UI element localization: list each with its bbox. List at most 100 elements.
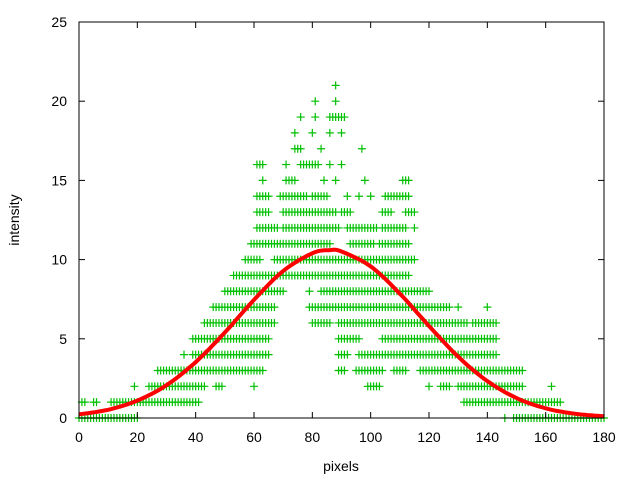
- data-point: [492, 334, 501, 343]
- x-tick-label: 180: [592, 429, 616, 445]
- data-point: [325, 239, 334, 248]
- data-point: [410, 255, 419, 264]
- data-point: [404, 239, 413, 248]
- x-tick-labels: 0 20 40 60 80 100 120 140 160 180: [75, 429, 616, 445]
- fit-curve: [78, 247, 605, 419]
- data-point: [270, 303, 279, 312]
- data-point: [325, 160, 334, 169]
- y-tick-label: 5: [59, 331, 67, 347]
- data-point: [518, 366, 527, 375]
- data-point: [325, 128, 334, 137]
- data-point: [340, 113, 349, 122]
- data-point: [445, 382, 454, 391]
- data-point: [279, 287, 288, 296]
- data-point: [366, 192, 375, 201]
- data-point: [410, 223, 419, 232]
- data-point: [258, 366, 267, 375]
- x-tick-label: 140: [476, 429, 500, 445]
- data-point: [387, 208, 396, 217]
- data-point: [378, 366, 387, 375]
- data-point: [255, 255, 264, 264]
- data-point: [425, 382, 433, 391]
- data-point: [320, 176, 328, 185]
- data-point: [343, 192, 352, 201]
- data-point: [337, 160, 346, 169]
- data-point: [130, 382, 139, 391]
- data-point: [331, 176, 340, 185]
- data-point: [308, 128, 317, 137]
- y-tick-label: 10: [51, 252, 67, 268]
- data-point: [492, 350, 501, 359]
- data-point: [305, 287, 314, 296]
- data-point: [258, 176, 267, 185]
- data-point: [483, 303, 492, 312]
- data-point: [325, 318, 334, 327]
- data-point: [258, 160, 267, 169]
- y-tick-label: 25: [51, 14, 67, 30]
- data-point: [264, 334, 273, 343]
- y-tick-labels: 0 5 10 15 20 25: [51, 14, 67, 426]
- data-point: [547, 382, 556, 391]
- data-point: [518, 382, 527, 391]
- data-point: [331, 97, 340, 106]
- data-point: [331, 81, 340, 90]
- data-point: [445, 303, 454, 312]
- data-point: [556, 398, 565, 407]
- data-point: [92, 398, 101, 407]
- data-point: [401, 366, 410, 375]
- data-points: [75, 81, 608, 422]
- data-point: [296, 113, 305, 122]
- data-point: [282, 160, 291, 169]
- data-point: [180, 350, 188, 359]
- data-point: [337, 128, 346, 137]
- data-point: [314, 160, 323, 169]
- y-axis-label: intensity: [6, 194, 22, 245]
- data-point: [217, 382, 226, 391]
- data-point: [311, 97, 320, 106]
- x-tick-label: 160: [534, 429, 558, 445]
- data-point: [410, 208, 419, 217]
- data-point: [375, 382, 384, 391]
- data-point: [296, 144, 305, 153]
- x-tick-label: 100: [359, 429, 383, 445]
- x-tick-label: 60: [246, 429, 262, 445]
- data-point: [401, 223, 410, 232]
- data-point: [357, 144, 366, 153]
- x-tick-label: 40: [188, 429, 204, 445]
- axis-ticks: [78, 21, 605, 419]
- x-tick-label: 20: [130, 429, 146, 445]
- data-point: [340, 366, 349, 375]
- data-point: [264, 208, 273, 217]
- data-point: [194, 398, 203, 407]
- data-point: [80, 398, 89, 407]
- y-tick-label: 0: [59, 410, 67, 426]
- data-point: [355, 192, 363, 201]
- data-point: [264, 192, 273, 201]
- data-point: [270, 318, 279, 327]
- data-point: [264, 350, 273, 359]
- data-point: [454, 303, 463, 312]
- data-point: [360, 176, 369, 185]
- x-tick-label: 80: [305, 429, 321, 445]
- data-point: [425, 287, 433, 296]
- x-tick-label: 120: [417, 429, 441, 445]
- data-point: [322, 192, 331, 201]
- x-axis-label: pixels: [323, 458, 359, 474]
- data-point: [317, 144, 326, 153]
- data-point: [290, 176, 299, 185]
- data-point: [290, 128, 299, 137]
- data-point: [355, 334, 363, 343]
- y-tick-label: 15: [51, 172, 67, 188]
- data-point: [311, 113, 320, 122]
- data-point: [404, 176, 413, 185]
- data-point: [492, 318, 501, 327]
- y-tick-label: 20: [51, 93, 67, 109]
- plot-frame: [78, 21, 605, 419]
- data-point: [200, 382, 209, 391]
- x-tick-label: 0: [75, 429, 83, 445]
- data-point: [404, 192, 413, 201]
- data-point: [404, 271, 413, 280]
- data-point: [334, 223, 343, 232]
- data-point: [346, 208, 355, 217]
